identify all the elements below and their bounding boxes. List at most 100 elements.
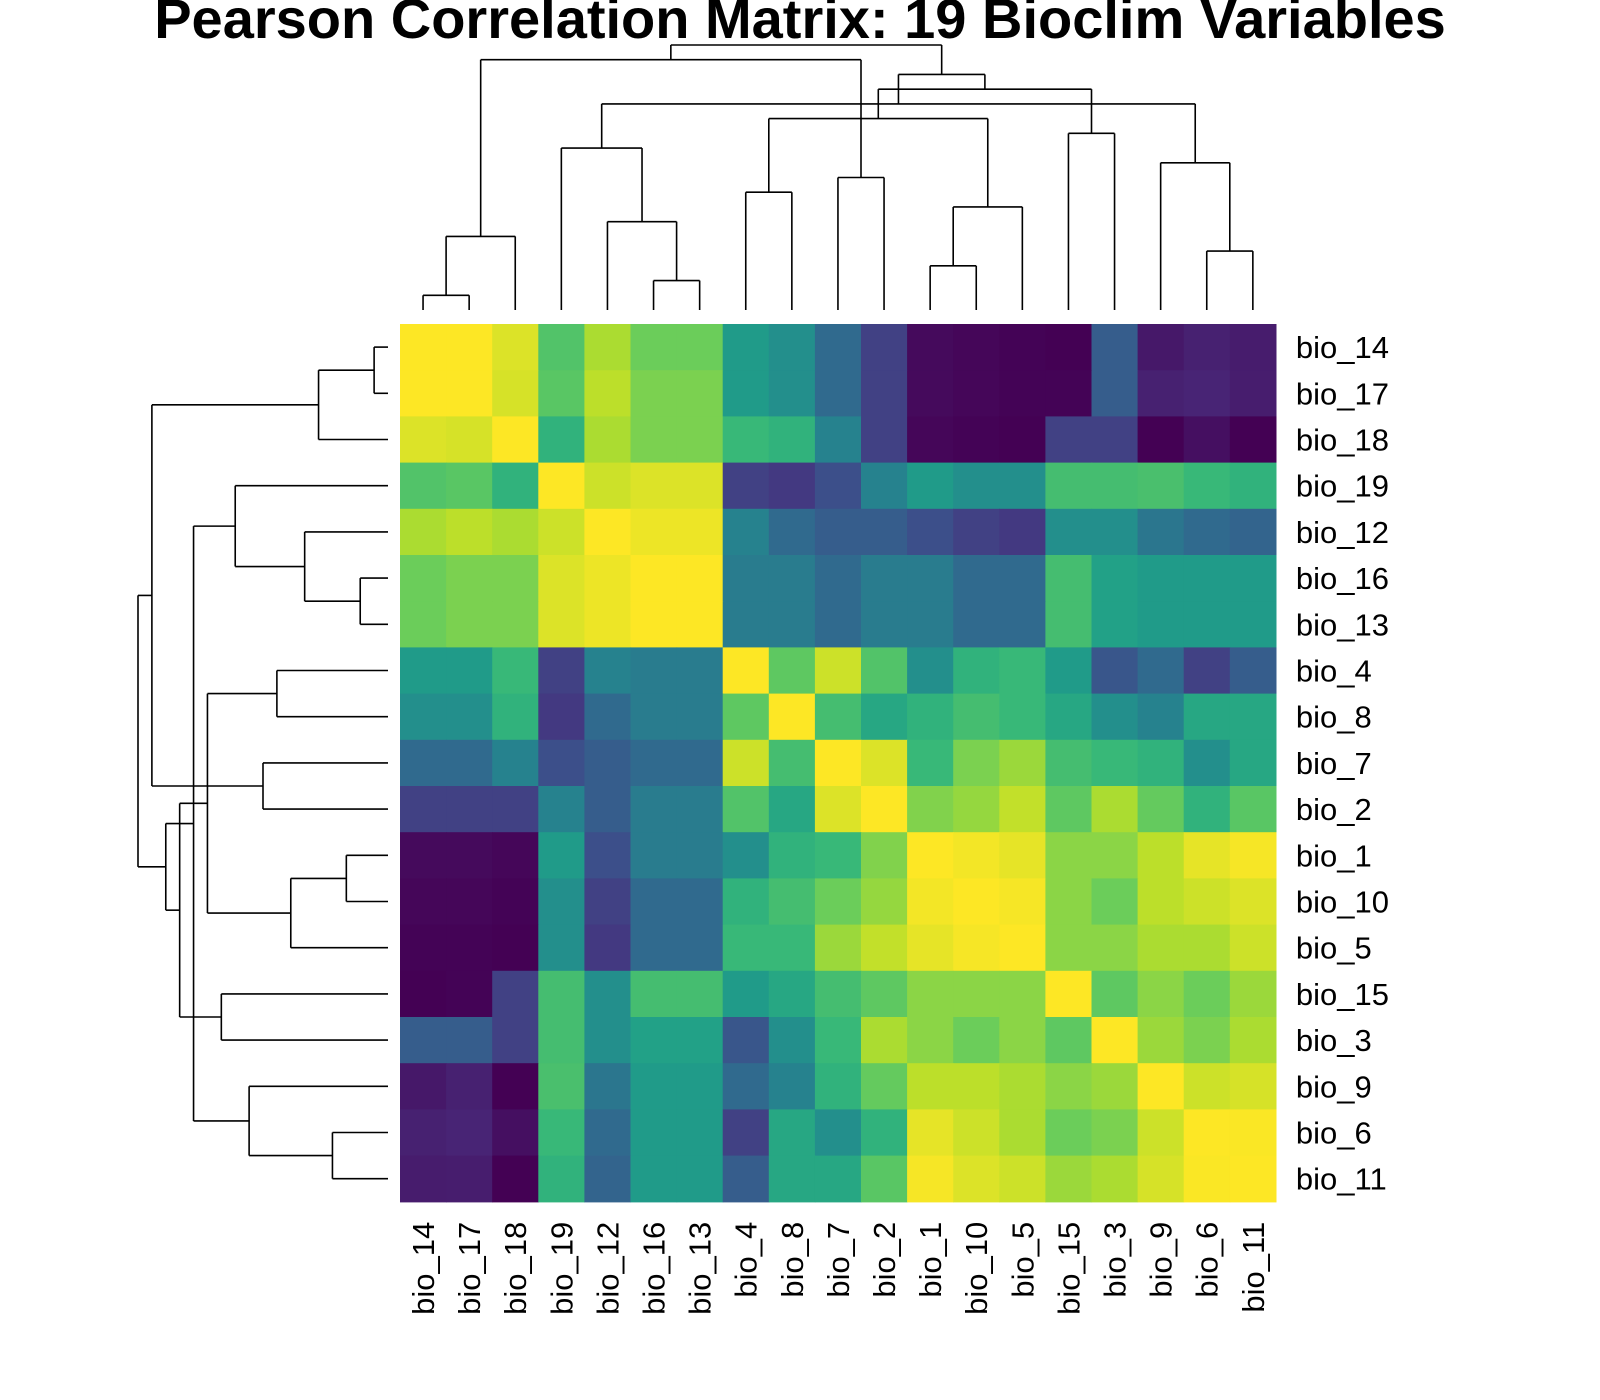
heatmap-cell: [1229, 647, 1277, 695]
heatmap-cell: [1091, 647, 1139, 695]
heatmap-cell: [999, 1063, 1046, 1110]
heatmap-cell: [907, 416, 954, 464]
heatmap-cell: [722, 1109, 770, 1157]
heatmap-cell: [400, 878, 447, 926]
heatmap-cell: [676, 878, 724, 926]
heatmap-cell: [1091, 508, 1139, 556]
heatmap-cell: [722, 786, 770, 833]
heatmap-cell: [446, 693, 493, 741]
heatmap-cell: [907, 1109, 954, 1157]
heatmap-cell: [861, 693, 908, 741]
heatmap-cell: [907, 878, 954, 926]
heatmap-cell: [676, 786, 724, 833]
heatmap-cell: [1045, 1109, 1093, 1157]
heatmap-cell: [1183, 786, 1231, 833]
heatmap-cell: [768, 647, 816, 695]
heatmap-cell: [676, 370, 724, 417]
heatmap-cell: [446, 601, 493, 648]
heatmap-cell: [676, 324, 724, 371]
heatmap-cell: [861, 416, 908, 464]
heatmap-cell: [861, 1155, 908, 1203]
heatmap-cell: [630, 924, 678, 972]
column-label: bio_18: [498, 1222, 533, 1315]
heatmap-cell: [768, 555, 816, 602]
heatmap-cell: [999, 1109, 1046, 1157]
heatmap-cell: [492, 416, 539, 464]
heatmap-cell: [1183, 324, 1231, 371]
heatmap-cell: [584, 462, 632, 510]
heatmap-cell: [953, 924, 1000, 972]
heatmap-cell: [907, 832, 954, 879]
heatmap-cell: [953, 416, 1000, 464]
heatmap-cell: [1229, 786, 1277, 833]
column-label: bio_2: [867, 1222, 902, 1298]
heatmap-cell: [630, 832, 678, 879]
heatmap-cell: [538, 786, 585, 833]
heatmap-cell: [1137, 832, 1185, 879]
heatmap-cell: [1183, 970, 1231, 1018]
heatmap-cell: [676, 970, 724, 1018]
heatmap-cell: [1137, 693, 1185, 741]
column-label: bio_12: [590, 1222, 625, 1315]
heatmap-cell: [1091, 1109, 1139, 1157]
heatmap-cell: [538, 462, 585, 510]
heatmap-cell: [1183, 416, 1231, 464]
heatmap-cell: [492, 693, 539, 741]
heatmap-cell: [861, 462, 908, 510]
heatmap-cell: [538, 324, 585, 371]
heatmap-cell: [999, 924, 1046, 972]
heatmap-cell: [722, 1155, 770, 1203]
heatmap-cell: [722, 1017, 770, 1064]
column-label: bio_1: [913, 1222, 948, 1298]
heatmap-cell: [538, 924, 585, 972]
heatmap-cell: [400, 786, 447, 833]
column-label: bio_17: [452, 1222, 487, 1315]
heatmap-cell: [861, 878, 908, 926]
heatmap-cell: [907, 601, 954, 648]
heatmap-cell: [584, 324, 632, 371]
column-labels: bio_14 bio_17 bio_18 bio_19 bio_12 bio_16 bio_…: [406, 1222, 1271, 1315]
heatmap-cell: [999, 786, 1046, 833]
heatmap-cell: [1045, 832, 1093, 879]
heatmap-cell: [446, 1063, 493, 1110]
heatmap-cell: [630, 416, 678, 464]
heatmap-cell: [722, 555, 770, 602]
heatmap-cell: [768, 924, 816, 972]
row-label: bio_14: [1296, 330, 1389, 365]
heatmap-cell: [400, 1063, 447, 1110]
heatmap-cell: [1091, 924, 1139, 972]
heatmap-cell: [814, 370, 862, 417]
column-dendrogram: [422, 44, 1254, 310]
row-label: bio_3: [1296, 1023, 1372, 1058]
heatmap-cell: [999, 370, 1046, 417]
heatmap-cell: [814, 508, 862, 556]
heatmap-cell: [907, 970, 954, 1018]
heatmap-cell: [630, 786, 678, 833]
heatmap-cell: [1137, 1155, 1185, 1203]
heatmap-cell: [722, 601, 770, 648]
heatmap-cell: [584, 1063, 632, 1110]
heatmap-cell: [861, 739, 908, 787]
heatmap-cell: [676, 1155, 724, 1203]
heatmap-cell: [446, 878, 493, 926]
heatmap-cell: [999, 693, 1046, 741]
row-label: bio_19: [1296, 469, 1389, 504]
row-label: bio_5: [1296, 931, 1372, 966]
heatmap-cell: [1229, 970, 1277, 1018]
row-label: bio_12: [1296, 515, 1389, 550]
heatmap-cell: [722, 693, 770, 741]
heatmap-cell: [400, 1017, 447, 1064]
heatmap-cell: [999, 739, 1046, 787]
heatmap-cell: [1229, 1017, 1277, 1064]
heatmap-cell: [768, 1017, 816, 1064]
heatmap-cell: [630, 555, 678, 602]
heatmap-cell: [400, 555, 447, 602]
column-label: bio_11: [1236, 1222, 1271, 1313]
heatmap-cell: [492, 462, 539, 510]
heatmap-cell: [722, 370, 770, 417]
heatmap-cell: [1229, 324, 1277, 371]
heatmap-cell: [953, 462, 1000, 510]
heatmap-cell: [999, 647, 1046, 695]
heatmap-cell: [722, 739, 770, 787]
